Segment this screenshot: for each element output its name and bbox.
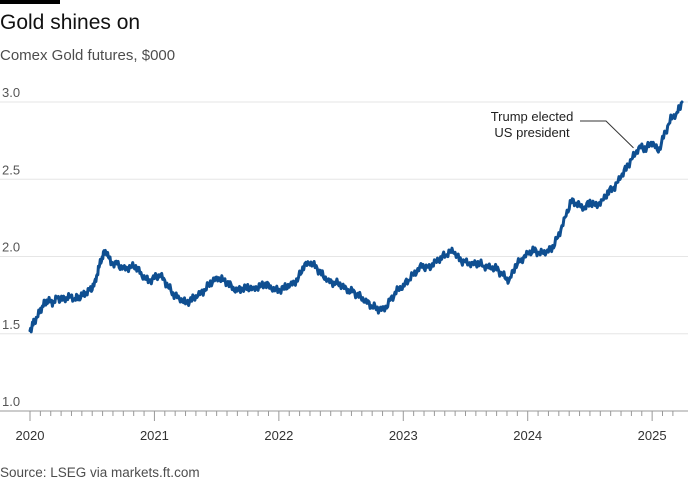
- x-tick-label: 2023: [389, 428, 418, 443]
- x-axis: [29, 411, 674, 421]
- x-tick-label: 2024: [513, 428, 542, 443]
- y-tick-labels: 1.0 1.5 2.0 2.5 3.0: [2, 85, 20, 409]
- y-tick-label: 1.0: [2, 394, 20, 409]
- x-tick-label: 2025: [638, 428, 667, 443]
- y-tick-label: 2.0: [2, 240, 20, 255]
- annotation-leader-line: [580, 120, 634, 149]
- y-tick-label: 3.0: [2, 85, 20, 100]
- series-layer: [28, 100, 684, 334]
- grid-lines: [0, 101, 688, 412]
- annotation-text: Trump elected: [491, 109, 574, 124]
- chart-title: Gold shines on: [0, 11, 141, 34]
- x-tick-label: 2020: [16, 428, 45, 443]
- annotation-text: US president: [494, 125, 570, 140]
- chart-subtitle: Comex Gold futures, $000: [0, 47, 176, 64]
- x-tick-labels: 2020 2021 2022 2023 2024 2025: [16, 428, 667, 443]
- x-tick-label: 2022: [264, 428, 293, 443]
- x-tick-label: 2021: [140, 428, 169, 443]
- y-tick-label: 1.5: [2, 317, 20, 332]
- source-note: Source: LSEG via markets.ft.com: [0, 465, 200, 480]
- y-tick-label: 2.5: [2, 162, 20, 177]
- gold-futures-line: [28, 100, 684, 334]
- brand-top-bar: [0, 0, 60, 4]
